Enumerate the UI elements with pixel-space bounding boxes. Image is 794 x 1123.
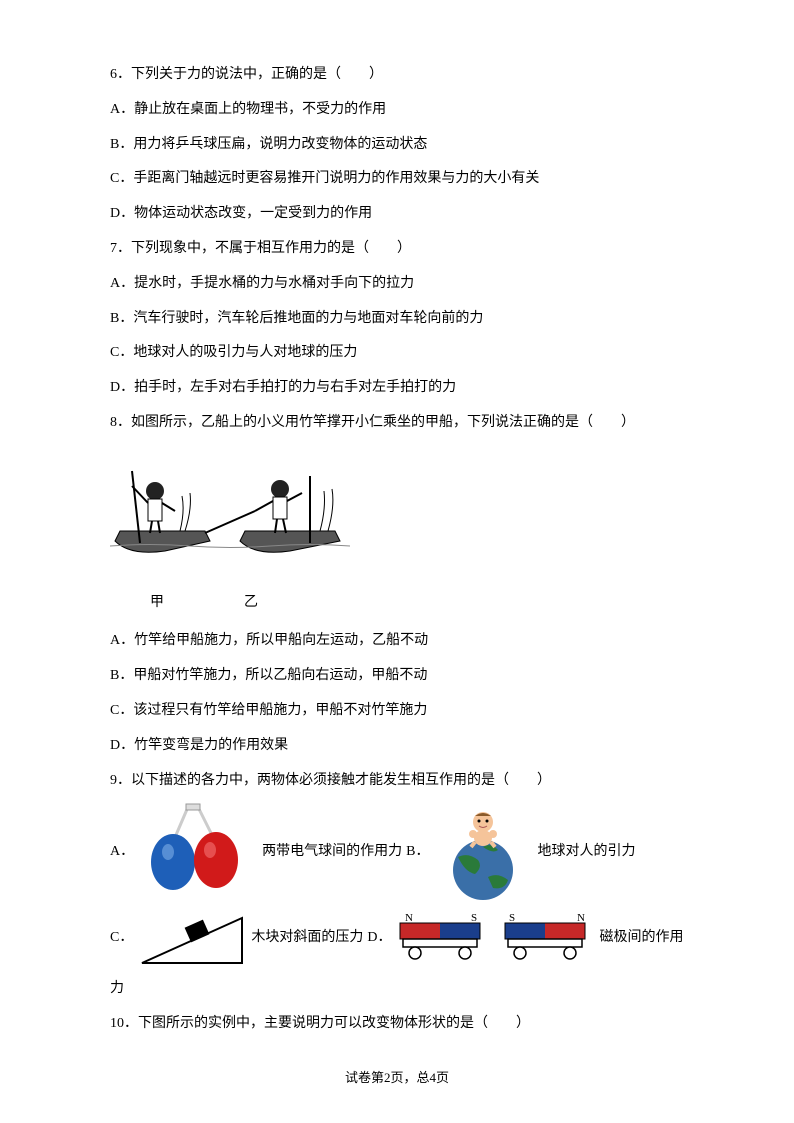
balloons-icon xyxy=(138,802,258,902)
q7-option-c: C．地球对人的吸引力与人对地球的压力 xyxy=(110,338,694,369)
svg-text:N: N xyxy=(405,913,413,924)
q9-b-text: 地球对人的引力 xyxy=(537,837,635,868)
q9-b-label: B． xyxy=(406,837,429,868)
q9-stem: 9．以下描述的各力中，两物体必须接触才能发生相互作用的是（ ） xyxy=(110,766,694,797)
label-jia: 甲 xyxy=(150,588,164,619)
incline-icon xyxy=(137,908,247,968)
q6-option-a: A．静止放在桌面上的物理书，不受力的作用 xyxy=(110,95,694,126)
q6-option-b: B．用力将乒乓球压扁，说明力改变物体的运动状态 xyxy=(110,130,694,161)
q6-option-c: C．手距离门轴越远时更容易推开门说明力的作用效果与力的大小有关 xyxy=(110,164,694,195)
q10-stem: 10．下图所示的实例中，主要说明力可以改变物体形状的是（ ） xyxy=(110,1009,694,1040)
svg-text:N: N xyxy=(577,913,585,924)
page-footer: 试卷第2页，总4页 xyxy=(0,1064,794,1093)
earth-baby-icon xyxy=(433,802,533,902)
q7-option-b: B．汽车行驶时，汽车轮后推地面的力与地面对车轮向前的力 xyxy=(110,304,694,335)
q9-a-text: 两带电气球间的作用力 xyxy=(262,837,402,868)
q7-option-d: D．拍手时，左手对右手拍打的力与右手对左手拍打的力 xyxy=(110,373,694,404)
magnets-icon: N S S N xyxy=(395,913,595,963)
boat-labels: 甲 乙 xyxy=(110,588,694,619)
svg-text:S: S xyxy=(471,913,477,924)
q7-option-a: A．提水时，手提水桶的力与水桶对手向下的拉力 xyxy=(110,269,694,300)
label-yi: 乙 xyxy=(244,588,258,619)
q9-tail: 力 xyxy=(110,974,694,1005)
q7-stem: 7．下列现象中，不属于相互作用力的是（ ） xyxy=(110,234,694,265)
q8-option-a: A．竹竿给甲船施力，所以甲船向左运动，乙船不动 xyxy=(110,626,694,657)
q8-option-d: D．竹竿变弯是力的作用效果 xyxy=(110,731,694,762)
q9-d-label: D． xyxy=(367,923,391,954)
q6-option-d: D．物体运动状态改变，一定受到力的作用 xyxy=(110,199,694,230)
q9-row-ab: A． 两带电气球间的作用力 B． 地球对人的引力 xyxy=(110,802,694,902)
q9-a-label: A． xyxy=(110,837,134,868)
q9-row-cd: C． 木块对斜面的压力 D． N S S N 磁极间的作用 xyxy=(110,908,694,968)
q8-option-b: B．甲船对竹竿施力，所以乙船向右运动，甲船不动 xyxy=(110,661,694,692)
q8-option-c: C．该过程只有竹竿给甲船施力，甲船不对竹竿施力 xyxy=(110,696,694,727)
q9-c-label: C． xyxy=(110,923,133,954)
q9-c-text: 木块对斜面的压力 xyxy=(251,923,363,954)
svg-text:S: S xyxy=(509,913,515,924)
q6-stem: 6．下列关于力的说法中，正确的是（ ） xyxy=(110,60,694,91)
q9-d-text: 磁极间的作用 xyxy=(599,923,683,954)
boats-figure xyxy=(110,451,350,571)
q8-stem: 8．如图所示，乙船上的小义用竹竿撑开小仁乘坐的甲船，下列说法正确的是（ ） xyxy=(110,408,694,439)
